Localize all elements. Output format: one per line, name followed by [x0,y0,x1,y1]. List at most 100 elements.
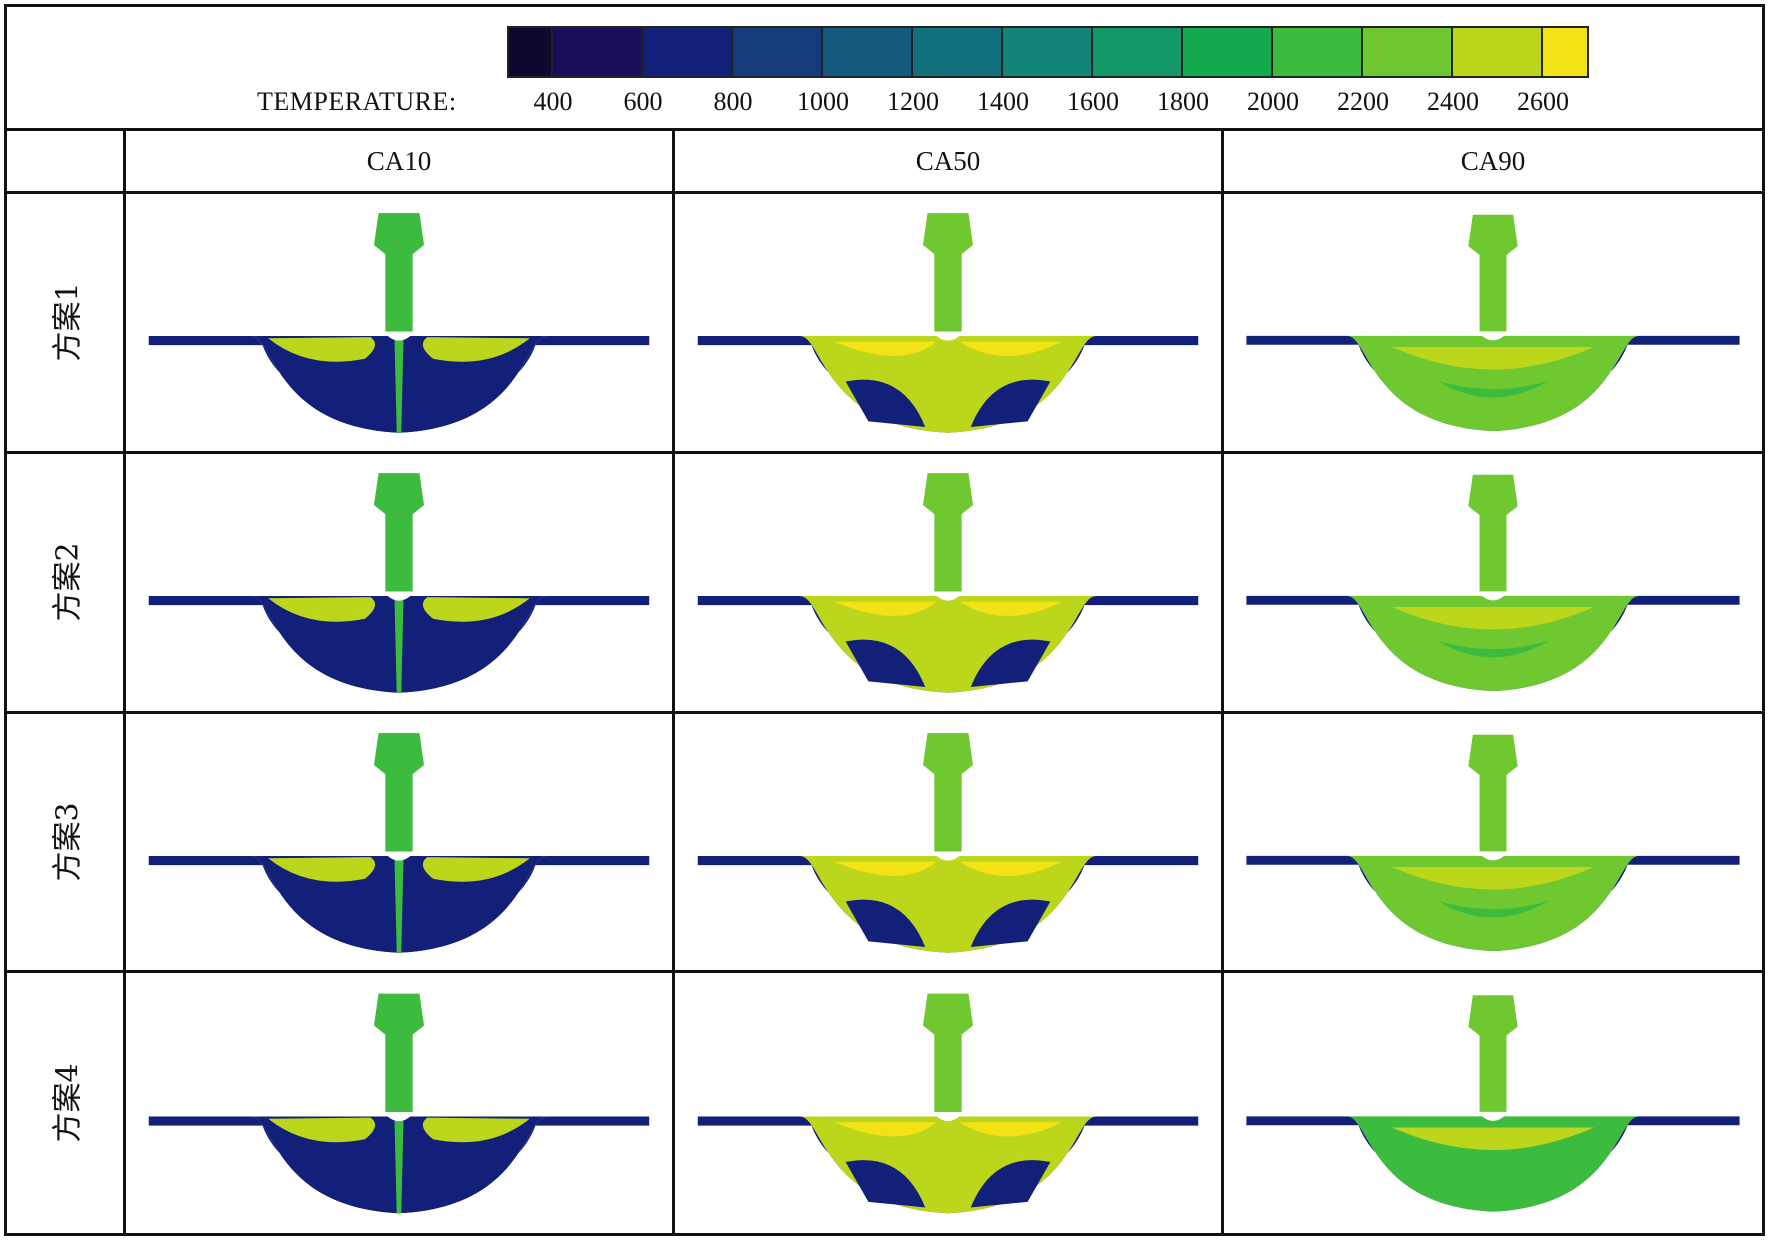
chamber-temperature-map [148,472,650,693]
injector-stem [373,213,425,334]
row-header-label: 方案3 [51,802,86,882]
chamber-temperature-map [1246,995,1740,1212]
chamber-bowl [1347,855,1639,951]
nozzle-gap [1477,850,1509,860]
plot-cell [1224,194,1762,454]
injector-stem [922,472,974,594]
temperature-zone [970,379,1051,428]
nozzle-gap [932,591,964,601]
legend-row: TEMPERATURE: 400 600 800 1000 1200 1400 1600 18… [7,7,1762,131]
temperature-zone [1436,1161,1550,1179]
temperature-zone [1392,1127,1594,1151]
colorbar-swatch [1003,28,1093,76]
temperature-zone [394,857,404,953]
plot-cell [1224,973,1762,1233]
row-header: 方案1 [7,194,126,454]
colorbar-tick-label: 2200 [1337,87,1389,116]
colorbar-swatch [1543,28,1587,76]
result-grid: CA10 CA50 CA90 方案1 方案2 方案3 方案4 [7,131,1762,1233]
plot-cell [126,453,675,714]
temperature-zone [268,1117,376,1143]
nozzle-gap [383,331,415,341]
colorbar-tick-label: 1800 [1157,87,1209,116]
temperature-zone [834,861,937,876]
chamber-temperature-map [148,993,650,1214]
temperature-zone [1436,900,1550,917]
temperature-zone [422,337,530,362]
temperature-zone [422,1117,530,1143]
chamber-temperature-map [148,732,650,953]
row-header-label: 方案4 [51,1063,86,1143]
temperature-label: TEMPERATURE: [257,87,457,116]
temperature-zone [1392,347,1594,370]
temperature-zone [394,598,404,693]
temperature-zone [970,1160,1051,1208]
plot-cell [675,713,1224,974]
figure-frame: TEMPERATURE: 400 600 800 1000 1200 1400 1600 18… [4,4,1765,1236]
temperature-zone [1436,380,1550,398]
chamber-bowl [1347,335,1639,432]
injector-stem [373,732,425,854]
nozzle-gap [932,850,964,861]
injector-stem [922,993,974,1115]
chamber-bowl [800,855,1096,953]
nozzle-gap [383,850,415,861]
temperature-zone [845,899,926,947]
chamber-temperature-map [1246,734,1740,951]
temperature-zone [394,1119,404,1214]
colorbar-tick-label: 800 [713,87,753,116]
nozzle-gap [383,1112,415,1122]
injector-stem [1468,214,1518,334]
column-header: CA50 [675,131,1224,194]
colorbar-swatch [733,28,823,76]
row-header: 方案2 [7,453,126,714]
plot-cell [675,973,1224,1233]
colorbar-tick-label: 2600 [1517,87,1569,116]
colorbar-tick-label: 1600 [1067,87,1119,116]
chamber-bowl [800,1116,1096,1214]
column-header: CA90 [1224,131,1762,194]
colorbar-swatch [643,28,733,76]
temperature-zone [970,639,1051,687]
colorbar-swatch [553,28,643,76]
temperature-zone [959,601,1062,616]
chamber-bowl [800,595,1096,693]
injector-stem [1468,734,1518,854]
colorbar-swatch [823,28,913,76]
nozzle-gap [932,331,964,341]
nozzle-gap [1477,331,1509,341]
row-header-label: 方案2 [51,542,86,622]
temperature-zone [422,596,530,622]
temperature-zone [394,338,404,433]
nozzle-gap [1477,1112,1509,1122]
temperature-colorbar [507,26,1589,78]
chamber-temperature-map [697,993,1199,1214]
row-header-label: 方案1 [51,282,86,362]
temperature-zone [1392,866,1594,889]
injector-stem [922,732,974,854]
colorbar-tick-label: 1000 [797,87,849,116]
colorbar-tick-label: 1200 [887,87,939,116]
chamber-temperature-map [1246,214,1740,432]
chamber-temperature-map [697,213,1199,433]
plot-cell [126,973,675,1233]
colorbar-swatch [1273,28,1363,76]
row-header: 方案4 [7,973,126,1233]
temperature-zone [959,861,1062,876]
chamber-temperature-map [697,732,1199,953]
chamber-temperature-map [697,472,1199,693]
chamber-temperature-map [1246,474,1740,691]
colorbar-swatch [1363,28,1453,76]
row-header: 方案3 [7,713,126,974]
temperature-zone [268,596,376,622]
colorbar-swatch [1093,28,1183,76]
nozzle-gap [932,1112,964,1122]
colorbar-tick-label: 2000 [1247,87,1299,116]
temperature-zone [1392,606,1594,630]
temperature-zone [1436,640,1550,658]
injector-stem [373,472,425,594]
injector-stem [1468,474,1518,594]
injector-stem [1468,995,1518,1115]
corner-cell [7,131,126,194]
column-header: CA10 [126,131,675,194]
